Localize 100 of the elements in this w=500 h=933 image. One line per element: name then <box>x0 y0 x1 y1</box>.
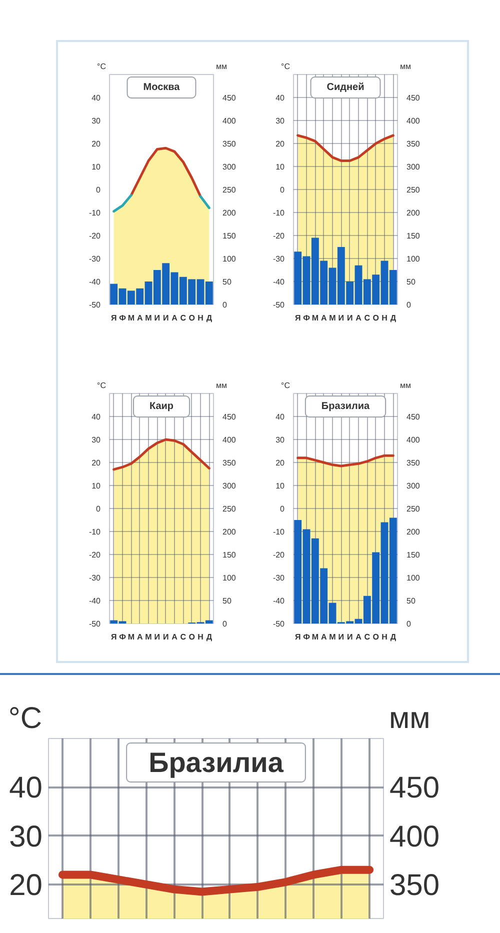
y2-axis-title: мм <box>216 62 227 72</box>
y2-tick-label: 0 <box>222 300 228 310</box>
y2-axis-title: мм <box>389 702 430 736</box>
x-tick-label: О <box>188 314 195 322</box>
y2-tick-label: 300 <box>222 162 236 172</box>
y-tick-label: 20 <box>92 458 102 468</box>
y-tick-label: -30 <box>88 574 102 582</box>
y-tick-label: -30 <box>88 254 102 264</box>
x-tick-label: А <box>136 632 143 642</box>
y-tick-label: 0 <box>280 504 286 514</box>
x-tick-label: О <box>372 632 379 642</box>
y2-tick-label: 300 <box>406 162 420 172</box>
x-tick-label: М <box>312 314 319 322</box>
y2-tick-label: 250 <box>406 504 420 514</box>
x-tick-label: О <box>372 314 379 322</box>
y2-tick-label: 100 <box>406 254 420 264</box>
y-tick-label: -50 <box>272 620 286 628</box>
x-tick-label: Я <box>110 314 117 322</box>
x-tick-label: Д <box>390 632 396 642</box>
line-series <box>112 438 210 471</box>
x-tick-label: А <box>320 632 327 642</box>
x-tick-label: М <box>329 632 336 642</box>
y-tick-label: -50 <box>88 620 102 628</box>
y-tick-label: 40 <box>276 412 286 422</box>
text: Москва <box>143 82 180 93</box>
x-tick-label: Н <box>198 632 204 642</box>
y-tick-label: 30 <box>276 116 286 126</box>
x-tick-label: С <box>364 314 370 322</box>
y-tick-label: -20 <box>88 232 102 240</box>
y-tick-label: 40 <box>276 94 286 102</box>
y-tick-label: 40 <box>92 412 102 422</box>
y-tick-label: -10 <box>272 528 286 536</box>
y2-tick-label: 200 <box>222 528 236 536</box>
y2-tick-label: 0 <box>406 620 412 628</box>
y-tick-label: 30 <box>276 436 286 444</box>
y2-tick-label: 50 <box>222 278 232 286</box>
y2-tick-label: 300 <box>406 482 420 490</box>
y-tick-label: 20 <box>9 868 43 902</box>
y-tick-label: -40 <box>88 596 102 606</box>
y-tick-label: 30 <box>9 820 43 854</box>
x-tick-label: М <box>312 632 319 642</box>
y-tick-label: 10 <box>276 482 286 490</box>
x-tick-label: А <box>320 314 327 322</box>
text: Каир <box>149 401 174 412</box>
x-tick-label: Д <box>390 314 396 322</box>
x-tick-label: Н <box>198 314 204 322</box>
y2-tick-label: 250 <box>222 504 236 514</box>
x-tick-label: Я <box>294 314 301 322</box>
y2-tick-label: 350 <box>406 140 420 148</box>
y2-tick-label: 400 <box>222 436 236 444</box>
y2-tick-label: 350 <box>390 868 440 902</box>
y-tick-label: 40 <box>92 94 102 102</box>
y-tick-label: -50 <box>272 300 286 310</box>
y2-tick-label: 150 <box>222 232 236 240</box>
x-tick-label: И <box>162 632 169 642</box>
y-tick-label: 0 <box>280 186 286 194</box>
y-axis-title: °C <box>8 702 42 736</box>
x-tick-label: И <box>162 314 169 322</box>
y2-tick-label: 250 <box>222 186 236 194</box>
x-tick-label: Ф <box>119 632 126 642</box>
y-tick-label: -10 <box>272 208 286 218</box>
x-tick-label: Ф <box>119 314 126 322</box>
x-tick-label: А <box>172 314 178 322</box>
x-tick-label: А <box>356 632 362 642</box>
y-tick-label: -40 <box>88 278 102 286</box>
y2-tick-label: 450 <box>222 412 236 422</box>
x-tick-label: С <box>364 632 370 642</box>
y2-tick-label: 400 <box>390 820 440 854</box>
y2-axis-title: мм <box>216 381 227 391</box>
y2-tick-label: 0 <box>222 620 228 628</box>
chart-title: Бразилиа <box>148 747 284 778</box>
x-tick-label: С <box>180 314 186 322</box>
y-tick-label: -40 <box>272 596 286 606</box>
y2-tick-label: 200 <box>222 208 236 218</box>
y2-tick-label: 100 <box>222 574 236 582</box>
x-tick-label: Н <box>382 632 388 642</box>
x-tick-label: С <box>180 632 186 642</box>
x-tick-label: Я <box>294 632 301 642</box>
y-tick-label: 10 <box>92 482 102 490</box>
y-tick-label: -20 <box>272 232 286 240</box>
y-tick-label: 40 <box>9 772 43 805</box>
y2-tick-label: 50 <box>406 596 416 606</box>
y-tick-label: 0 <box>96 186 102 194</box>
x-tick-label: Я <box>110 632 117 642</box>
y2-tick-label: 150 <box>406 232 420 240</box>
x-tick-label: М <box>145 632 152 642</box>
y2-tick-label: 50 <box>222 596 232 606</box>
line-series <box>130 146 202 198</box>
y-tick-label: 0 <box>96 504 102 514</box>
x-tick-label: И <box>154 632 160 642</box>
y-tick-label: -30 <box>272 254 286 264</box>
y2-tick-label: 200 <box>406 528 420 536</box>
y2-tick-label: 0 <box>406 300 412 310</box>
y-tick-label: 10 <box>276 162 286 172</box>
y2-tick-label: 400 <box>406 116 420 126</box>
x-tick-label: Ф <box>303 314 310 322</box>
y2-tick-label: 150 <box>406 550 420 560</box>
y-axis-title: °C <box>97 62 106 72</box>
y-axis-title: °C <box>281 62 290 72</box>
x-tick-label: А <box>136 314 143 322</box>
